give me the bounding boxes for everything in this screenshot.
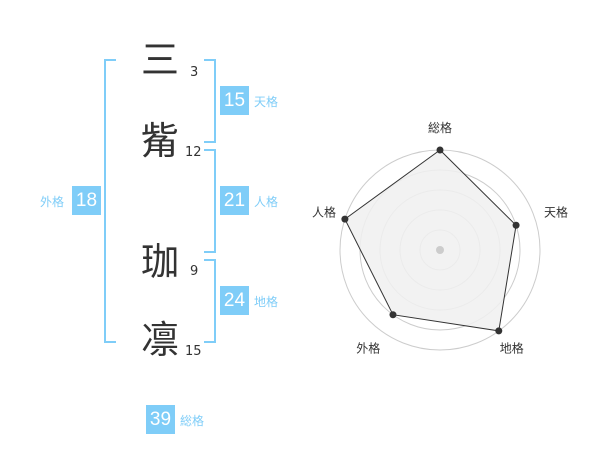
stroke-count-3: 9 xyxy=(190,264,199,279)
radar-point xyxy=(436,146,444,154)
name-char-4: 凛 xyxy=(140,318,179,362)
gaikaku-value: 18 xyxy=(72,186,101,215)
soukaku-value: 39 xyxy=(146,405,175,434)
jinkaku-value: 21 xyxy=(220,186,249,215)
jinkaku-label: 人格 xyxy=(254,195,279,209)
radar-point xyxy=(495,327,503,335)
chikaku-label: 地格 xyxy=(254,295,279,309)
radar-axis-label: 地格 xyxy=(500,341,524,356)
radar-point xyxy=(341,215,349,223)
radar-axis-label: 外格 xyxy=(356,341,380,356)
radar-axis-label: 天格 xyxy=(544,204,568,219)
radar-axis-label: 総格 xyxy=(428,120,452,135)
stroke-count-4: 15 xyxy=(185,344,202,359)
tenkaku-value: 15 xyxy=(220,86,249,115)
radar-axis-label: 人格 xyxy=(312,204,336,219)
gaikaku-label: 外格 xyxy=(40,195,65,209)
tenkaku-label: 天格 xyxy=(254,95,279,109)
radar-point xyxy=(389,311,397,319)
tenkaku-bracket xyxy=(204,59,216,143)
jinkaku-bracket xyxy=(204,149,216,253)
radar-point xyxy=(512,221,520,229)
soukaku-label: 総格 xyxy=(180,414,205,428)
gaikaku-bracket xyxy=(104,59,116,343)
stroke-count-2: 12 xyxy=(185,145,202,160)
name-char-1: 三 xyxy=(140,38,179,82)
radar-area xyxy=(344,149,517,332)
stroke-count-1: 3 xyxy=(190,65,199,80)
chikaku-bracket xyxy=(204,259,216,343)
name-char-2: 觜 xyxy=(140,119,179,163)
chikaku-value: 24 xyxy=(220,286,249,315)
radar-center-dot xyxy=(436,246,444,254)
name-char-3: 珈 xyxy=(140,240,179,284)
